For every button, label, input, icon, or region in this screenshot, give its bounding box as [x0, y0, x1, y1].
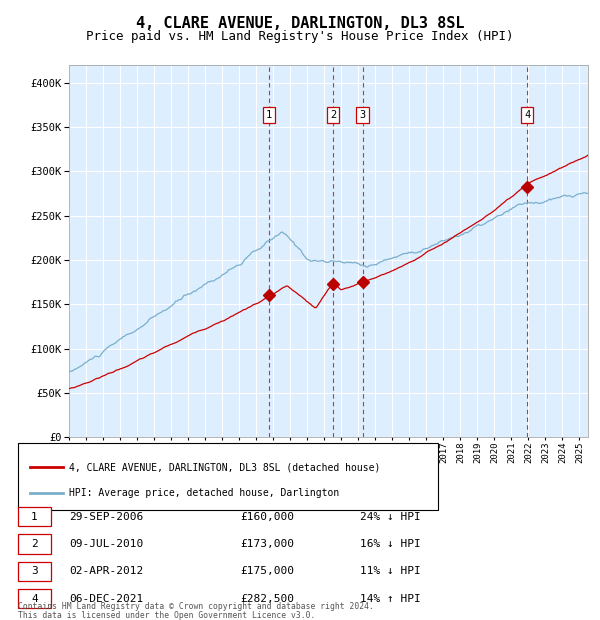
Bar: [18, 443, 438, 510]
Text: 3: 3: [359, 110, 365, 120]
Text: Price paid vs. HM Land Registry's House Price Index (HPI): Price paid vs. HM Land Registry's House …: [86, 30, 514, 43]
Text: 4, CLARE AVENUE, DARLINGTON, DL3 8SL (detached house): 4, CLARE AVENUE, DARLINGTON, DL3 8SL (de…: [69, 463, 380, 472]
Text: 02-APR-2012: 02-APR-2012: [69, 567, 143, 577]
Text: £175,000: £175,000: [240, 567, 294, 577]
Text: 29-SEP-2006: 29-SEP-2006: [69, 512, 143, 521]
Text: £173,000: £173,000: [240, 539, 294, 549]
Text: 3: 3: [31, 567, 38, 577]
Bar: [18, 562, 51, 581]
Bar: [18, 534, 51, 554]
Text: 09-JUL-2010: 09-JUL-2010: [69, 539, 143, 549]
Text: 4: 4: [524, 110, 530, 120]
Text: 2: 2: [31, 539, 38, 549]
Text: 24% ↓ HPI: 24% ↓ HPI: [360, 512, 421, 521]
Text: HPI: Average price, detached house, Darlington: HPI: Average price, detached house, Darl…: [69, 488, 339, 498]
Bar: [18, 507, 51, 526]
Text: 2: 2: [330, 110, 336, 120]
Text: 16% ↓ HPI: 16% ↓ HPI: [360, 539, 421, 549]
Text: 11% ↓ HPI: 11% ↓ HPI: [360, 567, 421, 577]
Text: £160,000: £160,000: [240, 512, 294, 521]
Bar: [18, 589, 51, 608]
Text: £282,500: £282,500: [240, 594, 294, 604]
Text: 14% ↑ HPI: 14% ↑ HPI: [360, 594, 421, 604]
Text: Contains HM Land Registry data © Crown copyright and database right 2024.: Contains HM Land Registry data © Crown c…: [18, 602, 374, 611]
Text: 4, CLARE AVENUE, DARLINGTON, DL3 8SL: 4, CLARE AVENUE, DARLINGTON, DL3 8SL: [136, 16, 464, 30]
Text: 4: 4: [31, 594, 38, 604]
Text: This data is licensed under the Open Government Licence v3.0.: This data is licensed under the Open Gov…: [18, 611, 316, 620]
Text: 1: 1: [31, 512, 38, 521]
Text: 06-DEC-2021: 06-DEC-2021: [69, 594, 143, 604]
Text: 1: 1: [266, 110, 272, 120]
